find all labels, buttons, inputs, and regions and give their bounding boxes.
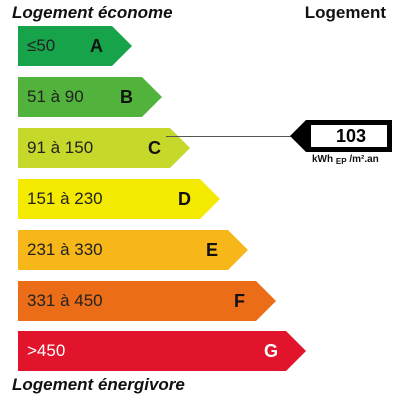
header-efficient-label: Logement économe (12, 3, 173, 22)
energy-class-bar-f: 331 à 450 F (18, 281, 276, 321)
unit-main: kWh (312, 154, 334, 165)
indicator-arrow-shape (290, 120, 392, 152)
energy-class-bar-a: ≤50 A (18, 26, 132, 66)
energy-class-bar-b: 51 à 90 B (18, 77, 162, 117)
header-dwelling-label: Logement (304, 3, 386, 22)
indicator-pointer-line (166, 136, 291, 137)
energy-class-bar-g: >450 G (18, 331, 306, 371)
bar-range-label: 51 à 90 (27, 87, 84, 106)
bar-range-label: 151 à 230 (27, 189, 103, 208)
bar-range-label: 231 à 330 (27, 240, 103, 259)
bar-shape-g (18, 331, 306, 371)
bar-class-letter: C (148, 138, 161, 158)
bar-range-label: >450 (27, 341, 66, 360)
footer-inefficient-label: Logement énergivore (12, 375, 185, 394)
bar-range-label: 91 à 150 (27, 138, 94, 157)
bar-class-letter: G (264, 341, 279, 361)
indicator-unit: kWh EP /m².an (312, 154, 379, 166)
indicator-value-marker: 103 (290, 120, 392, 152)
bar-class-letter: E (206, 240, 219, 260)
indicator-value: 103 (335, 126, 367, 146)
bar-shape-e (18, 230, 248, 270)
energy-class-bar-e: 231 à 330 E (18, 230, 248, 270)
unit-sub: EP (335, 157, 347, 166)
bar-shape-a (18, 26, 132, 66)
bar-range-label: ≤50 (27, 36, 56, 55)
energy-class-bar-d: 151 à 230 D (18, 179, 220, 219)
bar-class-letter: B (120, 87, 133, 107)
bar-shape-f (18, 281, 276, 321)
energy-class-bar-c: 91 à 150 C (18, 128, 190, 168)
bar-class-letter: A (90, 36, 103, 56)
bar-class-letter: F (234, 291, 245, 311)
bar-shape-b (18, 77, 162, 117)
bar-shape-d (18, 179, 220, 219)
unit-tail: /m².an (349, 154, 379, 165)
bar-range-label: 331 à 450 (27, 291, 103, 310)
bar-shape-c (18, 128, 190, 168)
bar-class-letter: D (178, 189, 191, 209)
